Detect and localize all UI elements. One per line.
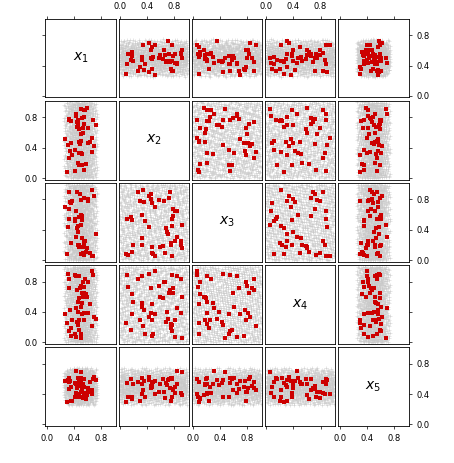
- Text: $x_4$: $x_4$: [292, 297, 308, 312]
- Text: $x_5$: $x_5$: [365, 379, 381, 394]
- Text: $x_1$: $x_1$: [73, 51, 89, 65]
- Text: $x_3$: $x_3$: [219, 215, 235, 230]
- Text: $x_2$: $x_2$: [146, 133, 162, 147]
